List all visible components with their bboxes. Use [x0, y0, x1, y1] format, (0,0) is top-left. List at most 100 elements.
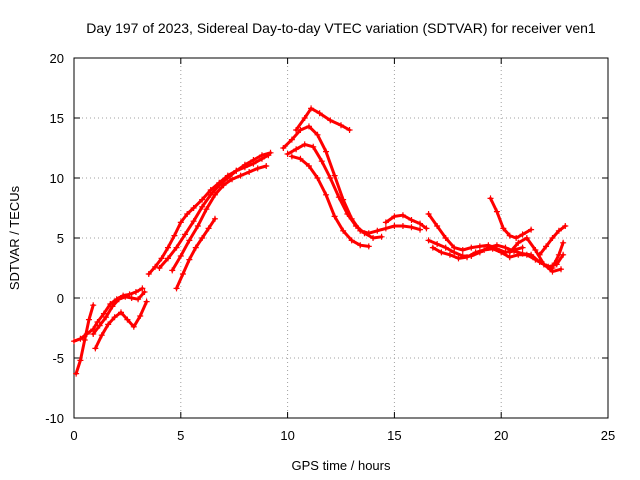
data-point [100, 310, 107, 317]
data-point [263, 163, 270, 169]
y-tick-label: -5 [52, 351, 64, 366]
data-point [288, 136, 295, 143]
data-point [468, 244, 475, 251]
data-point [90, 302, 97, 309]
data-point [340, 227, 347, 234]
data-point [472, 249, 479, 256]
data-point [169, 267, 176, 274]
data-point [549, 235, 556, 241]
data-point [297, 155, 304, 162]
data-point [481, 247, 488, 253]
series-track-4 [92, 298, 150, 352]
data-point [361, 230, 368, 237]
series-track-11 [288, 153, 372, 250]
data-point [357, 242, 364, 249]
x-tick-label: 20 [494, 428, 508, 443]
data-point [164, 244, 171, 251]
data-point [117, 309, 124, 316]
data-point [186, 256, 193, 263]
data-point [335, 194, 342, 201]
series-track-19 [536, 223, 569, 258]
data-point [96, 322, 103, 329]
data-point [327, 175, 334, 181]
grid [74, 58, 608, 418]
chart-title: Day 197 of 2023, Sidereal Day-to-day VTE… [86, 20, 596, 36]
data-point [551, 260, 558, 267]
data-point [532, 247, 539, 253]
data-point [502, 244, 509, 251]
data-point [399, 212, 406, 219]
series-track-7 [169, 163, 270, 274]
data-point [442, 235, 449, 241]
data-point [408, 217, 415, 223]
data-point [528, 226, 535, 233]
data-point [229, 176, 236, 183]
series-track-2 [73, 302, 97, 377]
data-point [498, 249, 505, 256]
data-point [423, 225, 430, 232]
data-point [130, 323, 137, 330]
data-point [267, 149, 274, 156]
data-point [417, 220, 424, 227]
data-point [186, 237, 193, 244]
data-point [523, 235, 530, 241]
data-point [519, 244, 526, 251]
data-point [115, 296, 122, 303]
data-point [173, 244, 180, 251]
data-point [90, 331, 97, 337]
data-point [378, 233, 385, 240]
data-point [370, 235, 377, 241]
data-point [344, 211, 351, 217]
data-point [158, 255, 165, 262]
series-track-18 [506, 235, 565, 275]
data-point [558, 266, 565, 273]
data-point [438, 249, 445, 256]
series-line [157, 151, 272, 270]
data-point [493, 242, 500, 249]
data-point [515, 251, 522, 258]
data-point [382, 225, 389, 232]
data-point [135, 296, 142, 303]
data-point [156, 265, 163, 271]
data-point [391, 213, 398, 220]
data-point [442, 244, 449, 251]
data-point [177, 219, 184, 226]
y-tick-label: -10 [45, 411, 64, 426]
data-point [417, 226, 424, 233]
data-point [103, 314, 110, 321]
data-point [451, 249, 458, 256]
data-point [308, 105, 315, 112]
data-point [182, 231, 189, 238]
series-line [384, 213, 428, 230]
data-point [493, 208, 500, 215]
data-point [500, 225, 507, 232]
data-point [194, 223, 201, 229]
series-track-12 [293, 105, 353, 133]
data-point [233, 167, 240, 174]
series-line [290, 154, 371, 248]
data-point [77, 335, 84, 342]
data-point [280, 145, 287, 151]
data-point [346, 127, 353, 133]
data-point [139, 285, 146, 292]
data-point [506, 249, 513, 256]
data-point [316, 110, 323, 117]
data-point [192, 244, 199, 251]
data-point [434, 223, 441, 229]
data-point [513, 235, 520, 241]
data-point [348, 237, 355, 244]
data-point [446, 251, 453, 258]
data-point [85, 316, 92, 323]
data-point [92, 345, 99, 352]
data-point [301, 115, 308, 121]
data-point [425, 237, 432, 244]
data-point [105, 321, 112, 328]
data-point [532, 256, 539, 263]
data-point [141, 289, 148, 295]
data-point [250, 157, 257, 163]
data-point [109, 303, 116, 310]
data-point [128, 295, 135, 301]
data-point [199, 196, 206, 203]
data-point [152, 263, 159, 270]
